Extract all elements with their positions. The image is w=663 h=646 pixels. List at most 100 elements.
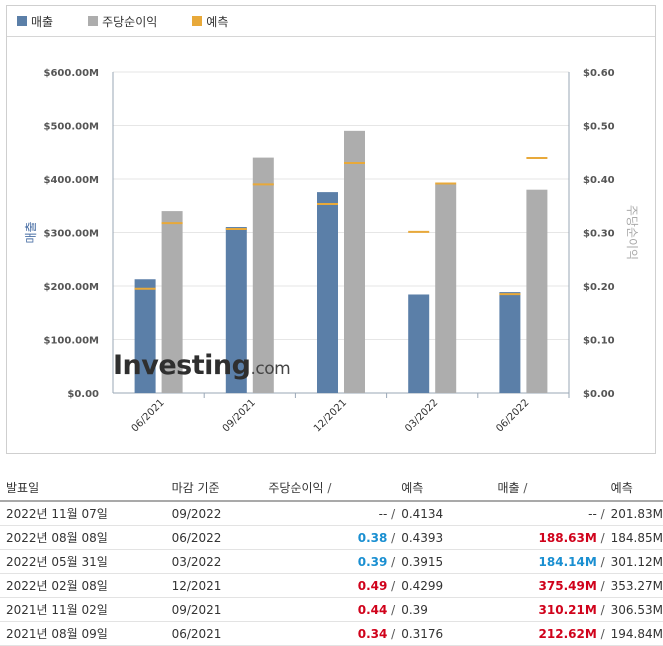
y2-tick-label: $0.20 bbox=[583, 282, 615, 293]
legend-swatch-revenue bbox=[17, 16, 27, 26]
legend-swatch-forecast bbox=[192, 16, 203, 26]
eps-bar bbox=[252, 157, 274, 393]
cell-revenue-forecast: 353.27M bbox=[604, 573, 663, 598]
header-eps-forecast[interactable]: 예측 bbox=[395, 474, 498, 502]
y-tick-label: $100.00M bbox=[44, 336, 100, 347]
cell-revenue: 310.21M / bbox=[497, 597, 605, 622]
cell-eps-separator: / bbox=[391, 506, 396, 521]
revenue-bar bbox=[134, 279, 156, 393]
legend-item-eps[interactable]: 주당순이익 bbox=[88, 13, 157, 30]
investing-watermark: Investing.com bbox=[113, 350, 291, 381]
header-eps[interactable]: 주당순이익 / bbox=[268, 474, 396, 502]
eps-bar bbox=[344, 130, 365, 393]
x-tick-label: 06/2022 bbox=[494, 397, 531, 434]
cell-eps-forecast: 0.4393 bbox=[395, 525, 498, 550]
cell-revenue-separator: / bbox=[600, 626, 605, 641]
cell-period-end: 03/2022 bbox=[171, 549, 269, 574]
y2-tick-label: $0.30 bbox=[583, 229, 615, 240]
cell-revenue: 375.49M / bbox=[497, 573, 605, 598]
cell-revenue-value: 184.14M bbox=[538, 554, 597, 569]
cell-period-end: 12/2021 bbox=[171, 573, 269, 598]
header-eps-separator: / bbox=[327, 480, 332, 495]
table-row: 2021년 11월 02일 09/2021 0.44 /0.39 310.21M /3… bbox=[0, 597, 663, 622]
cell-eps-value: 0.44 bbox=[357, 602, 388, 617]
cell-release-date: 2022년 05월 31일 bbox=[0, 549, 172, 574]
cell-revenue: 184.14M / bbox=[497, 549, 605, 574]
y-tick-label: $400.00M bbox=[44, 175, 100, 186]
revenue-bar bbox=[408, 294, 430, 393]
cell-revenue: -- / bbox=[497, 501, 605, 526]
y2-tick-label: $0.60 bbox=[583, 68, 615, 79]
revenue-bar bbox=[225, 227, 247, 393]
legend-item-forecast[interactable]: 예측 bbox=[192, 13, 228, 30]
cell-eps-value: -- bbox=[378, 506, 388, 521]
x-tick-label: 12/2021 bbox=[312, 397, 349, 434]
legend-label-forecast: 예측 bbox=[206, 14, 229, 29]
earnings-table: 발표일 마감 기준 주당순이익 / 예측 매출 / 예측 2022년 11월 0… bbox=[0, 474, 663, 646]
cell-revenue-value: 212.62M bbox=[538, 626, 597, 641]
eps-bar bbox=[435, 184, 457, 393]
chart-panel: 매출 주당순이익 예측 bbox=[6, 5, 656, 454]
cell-release-date: 2022년 11월 07일 bbox=[0, 501, 172, 526]
cell-eps-separator: / bbox=[391, 578, 396, 593]
y2-axis-title: 주당순이익 bbox=[625, 205, 639, 260]
cell-revenue-value: 310.21M bbox=[538, 602, 597, 617]
y-axis-title: 매출 bbox=[24, 221, 38, 243]
table-row: 2022년 08월 08일 06/2022 0.38 /0.4393 188.63M … bbox=[0, 525, 663, 550]
cell-eps-value: 0.34 bbox=[357, 626, 388, 641]
cell-release-date: 2022년 08월 08일 bbox=[0, 525, 172, 550]
cell-revenue: 212.62M / bbox=[497, 621, 605, 646]
cell-revenue-forecast: 194.84M bbox=[604, 621, 663, 646]
legend-label-revenue: 매출 bbox=[31, 14, 54, 29]
y-tick-label: $200.00M bbox=[44, 282, 100, 293]
cell-eps-separator: / bbox=[391, 530, 396, 545]
cell-eps: 0.38 / bbox=[268, 525, 396, 550]
y-tick-label: $0.00 bbox=[67, 389, 99, 400]
revenue-bar bbox=[317, 192, 338, 393]
cell-revenue-separator: / bbox=[600, 578, 605, 593]
cell-eps-forecast: 0.39 bbox=[395, 597, 498, 622]
earnings-table-header: 발표일 마감 기준 주당순이익 / 예측 매출 / 예측 bbox=[0, 474, 663, 502]
cell-eps-value: 0.49 bbox=[357, 578, 388, 593]
cell-eps: 0.34 / bbox=[268, 621, 396, 646]
cell-release-date: 2021년 11월 02일 bbox=[0, 597, 172, 622]
cell-eps-forecast: 0.3915 bbox=[395, 549, 498, 574]
watermark-logo-text: Investing bbox=[113, 350, 251, 381]
cell-eps: -- / bbox=[268, 501, 396, 526]
x-tick-label: 09/2021 bbox=[221, 397, 258, 434]
chart-legend: 매출 주당순이익 예측 bbox=[7, 6, 655, 37]
header-revenue[interactable]: 매출 / bbox=[497, 474, 605, 502]
x-tick-label: 03/2022 bbox=[403, 397, 440, 434]
table-row: 2021년 08월 09일 06/2021 0.34 /0.3176 212.62M … bbox=[0, 621, 663, 646]
cell-release-date: 2021년 08월 09일 bbox=[0, 621, 172, 646]
y2-tick-label: $0.50 bbox=[583, 122, 615, 133]
cell-eps: 0.39 / bbox=[268, 549, 396, 574]
table-row: 2022년 05월 31일 03/2022 0.39 /0.3915 184.14M … bbox=[0, 549, 663, 574]
cell-period-end: 09/2022 bbox=[171, 501, 269, 526]
cell-eps-value: 0.38 bbox=[357, 530, 388, 545]
revenue-bar bbox=[499, 292, 521, 393]
cell-revenue-forecast: 306.53M bbox=[604, 597, 663, 622]
cell-revenue-forecast: 301.12M bbox=[604, 549, 663, 574]
header-revenue-forecast[interactable]: 예측 bbox=[604, 474, 663, 502]
cell-revenue-value: 188.63M bbox=[538, 530, 597, 545]
cell-release-date: 2022년 02월 08일 bbox=[0, 573, 172, 598]
header-eps-label: 주당순이익 bbox=[268, 480, 324, 495]
cell-revenue-value: -- bbox=[588, 506, 597, 521]
legend-item-revenue[interactable]: 매출 bbox=[17, 13, 53, 30]
header-revenue-separator: / bbox=[523, 480, 528, 495]
cell-period-end: 06/2021 bbox=[171, 621, 269, 646]
x-tick-label: 06/2021 bbox=[130, 397, 167, 434]
table-row: 2022년 02월 08일 12/2021 0.49 /0.4299 375.49M … bbox=[0, 573, 663, 598]
cell-revenue-separator: / bbox=[600, 602, 605, 617]
cell-revenue-forecast: 184.85M bbox=[604, 525, 663, 550]
cell-period-end: 06/2022 bbox=[171, 525, 269, 550]
y2-tick-label: $0.10 bbox=[583, 336, 615, 347]
header-release-date[interactable]: 발표일 bbox=[0, 474, 172, 502]
cell-revenue-value: 375.49M bbox=[538, 578, 597, 593]
legend-label-eps: 주당순이익 bbox=[102, 14, 158, 29]
header-period-end[interactable]: 마감 기준 bbox=[171, 474, 269, 502]
legend-swatch-eps bbox=[88, 16, 99, 26]
y-tick-label: $500.00M bbox=[44, 122, 100, 133]
cell-eps-separator: / bbox=[391, 626, 396, 641]
